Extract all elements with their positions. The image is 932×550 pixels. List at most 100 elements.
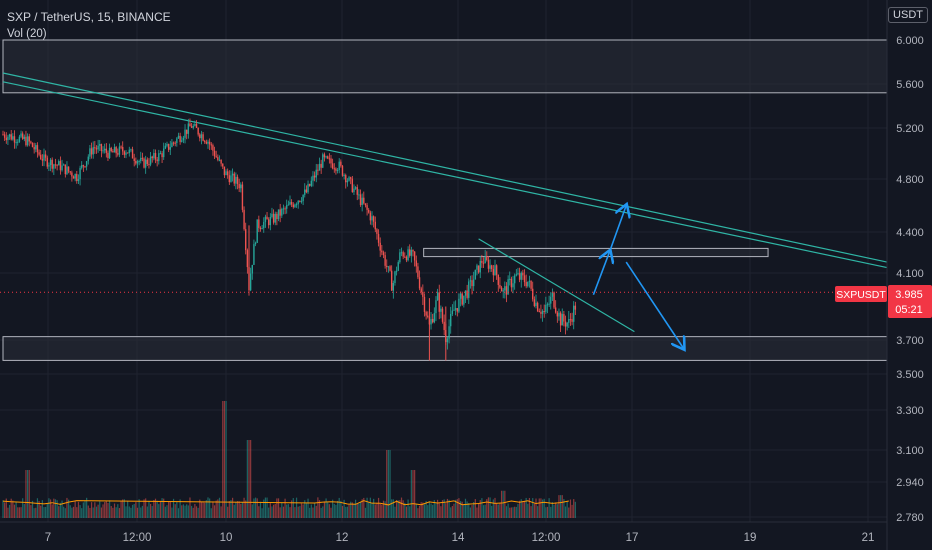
candle-body	[571, 319, 573, 322]
candle-body	[44, 154, 47, 158]
volume-bar	[300, 503, 303, 518]
candle-body	[520, 272, 522, 280]
candle-body	[3, 134, 6, 138]
support-resistance-zone	[2, 39, 888, 94]
volume-bar	[227, 506, 229, 518]
volume-bar	[22, 498, 24, 518]
candle-body	[156, 159, 158, 162]
volume-bar	[464, 498, 467, 518]
volume-bar	[568, 507, 570, 518]
volume-bar	[396, 499, 398, 518]
volume-bar	[241, 502, 244, 518]
volume-bar	[574, 501, 576, 518]
candle-body	[468, 281, 470, 298]
volume-bar	[555, 502, 557, 518]
volume-bar	[163, 498, 165, 518]
candle-body	[404, 256, 406, 258]
candle-body	[446, 338, 449, 343]
candle-body	[195, 123, 198, 128]
volume-bar	[46, 503, 48, 518]
volume-bar	[133, 503, 135, 518]
volume-bar	[120, 501, 122, 518]
volume-bar	[500, 490, 503, 518]
candle-body	[379, 242, 381, 251]
volume-bar	[166, 505, 168, 518]
volume-bar	[320, 507, 322, 518]
candle-body	[450, 314, 452, 327]
candle-body	[146, 159, 149, 164]
volume-bar	[176, 501, 178, 518]
volume-bar	[545, 507, 547, 518]
volume-bar	[437, 499, 439, 518]
candle-body	[369, 212, 372, 221]
volume-bar	[23, 503, 25, 518]
volume-bar	[504, 490, 506, 518]
candle-body	[523, 275, 526, 283]
candle-body	[164, 145, 167, 149]
candle-body	[33, 147, 35, 150]
volume-bar	[136, 507, 139, 518]
candle-body	[302, 194, 304, 202]
volume-bar	[550, 506, 552, 518]
volume-bar	[423, 504, 426, 518]
candle-body	[272, 213, 275, 223]
volume-bar	[138, 499, 140, 518]
volume-bar	[528, 497, 531, 518]
support-resistance-zone	[423, 247, 769, 258]
volume-bar	[66, 497, 68, 518]
candle-body	[438, 292, 440, 312]
candle-body	[491, 265, 493, 270]
volume-bar	[310, 504, 312, 518]
volume-bar	[514, 506, 516, 518]
candle-body	[231, 173, 234, 176]
volume-bar	[58, 506, 60, 518]
candle-body	[90, 148, 93, 155]
candle-body	[120, 146, 122, 148]
candle-body	[392, 282, 395, 291]
candle-body	[343, 175, 345, 177]
candle-body	[271, 213, 273, 217]
volume-bar	[558, 495, 560, 518]
volume-bar	[517, 504, 519, 518]
volume-bar	[51, 504, 53, 518]
volume-bar	[499, 502, 501, 518]
candle-body	[58, 161, 60, 166]
candle-body	[313, 175, 316, 178]
volume-bar	[233, 504, 235, 518]
volume-bar	[171, 507, 173, 518]
volume-bar	[2, 500, 4, 518]
volume-indicator-label[interactable]: Vol (20)	[7, 28, 47, 40]
volume-bar	[543, 498, 545, 518]
candle-body	[67, 166, 70, 172]
volume-bar	[125, 506, 127, 518]
volume-bar	[541, 499, 544, 518]
candle-body	[318, 163, 321, 171]
symbol-tag	[835, 286, 887, 302]
volume-bar	[154, 498, 157, 518]
candle-body	[246, 250, 249, 268]
volume-bar	[322, 506, 324, 518]
volume-bar	[45, 506, 47, 518]
volume-bar	[402, 500, 404, 518]
volume-bar	[527, 503, 529, 518]
candle-body	[568, 319, 570, 323]
candle-body	[182, 137, 185, 141]
volume-bar	[266, 497, 268, 518]
volume-bar	[284, 498, 286, 518]
volume-bar	[340, 500, 342, 518]
candle-body	[536, 302, 539, 312]
volume-bar	[289, 507, 291, 518]
volume-bar	[486, 499, 488, 518]
volume-bar	[456, 499, 458, 518]
volume-bar	[327, 501, 329, 518]
candle-body	[259, 227, 262, 229]
candle-body	[105, 148, 108, 153]
candle-body	[500, 287, 503, 292]
volume-bar	[461, 501, 463, 518]
candle-body	[494, 265, 496, 276]
candle-body	[566, 322, 568, 327]
currency-unit-badge[interactable]: USDT	[888, 7, 928, 23]
candle-body	[266, 216, 268, 220]
candle-body	[115, 147, 117, 154]
